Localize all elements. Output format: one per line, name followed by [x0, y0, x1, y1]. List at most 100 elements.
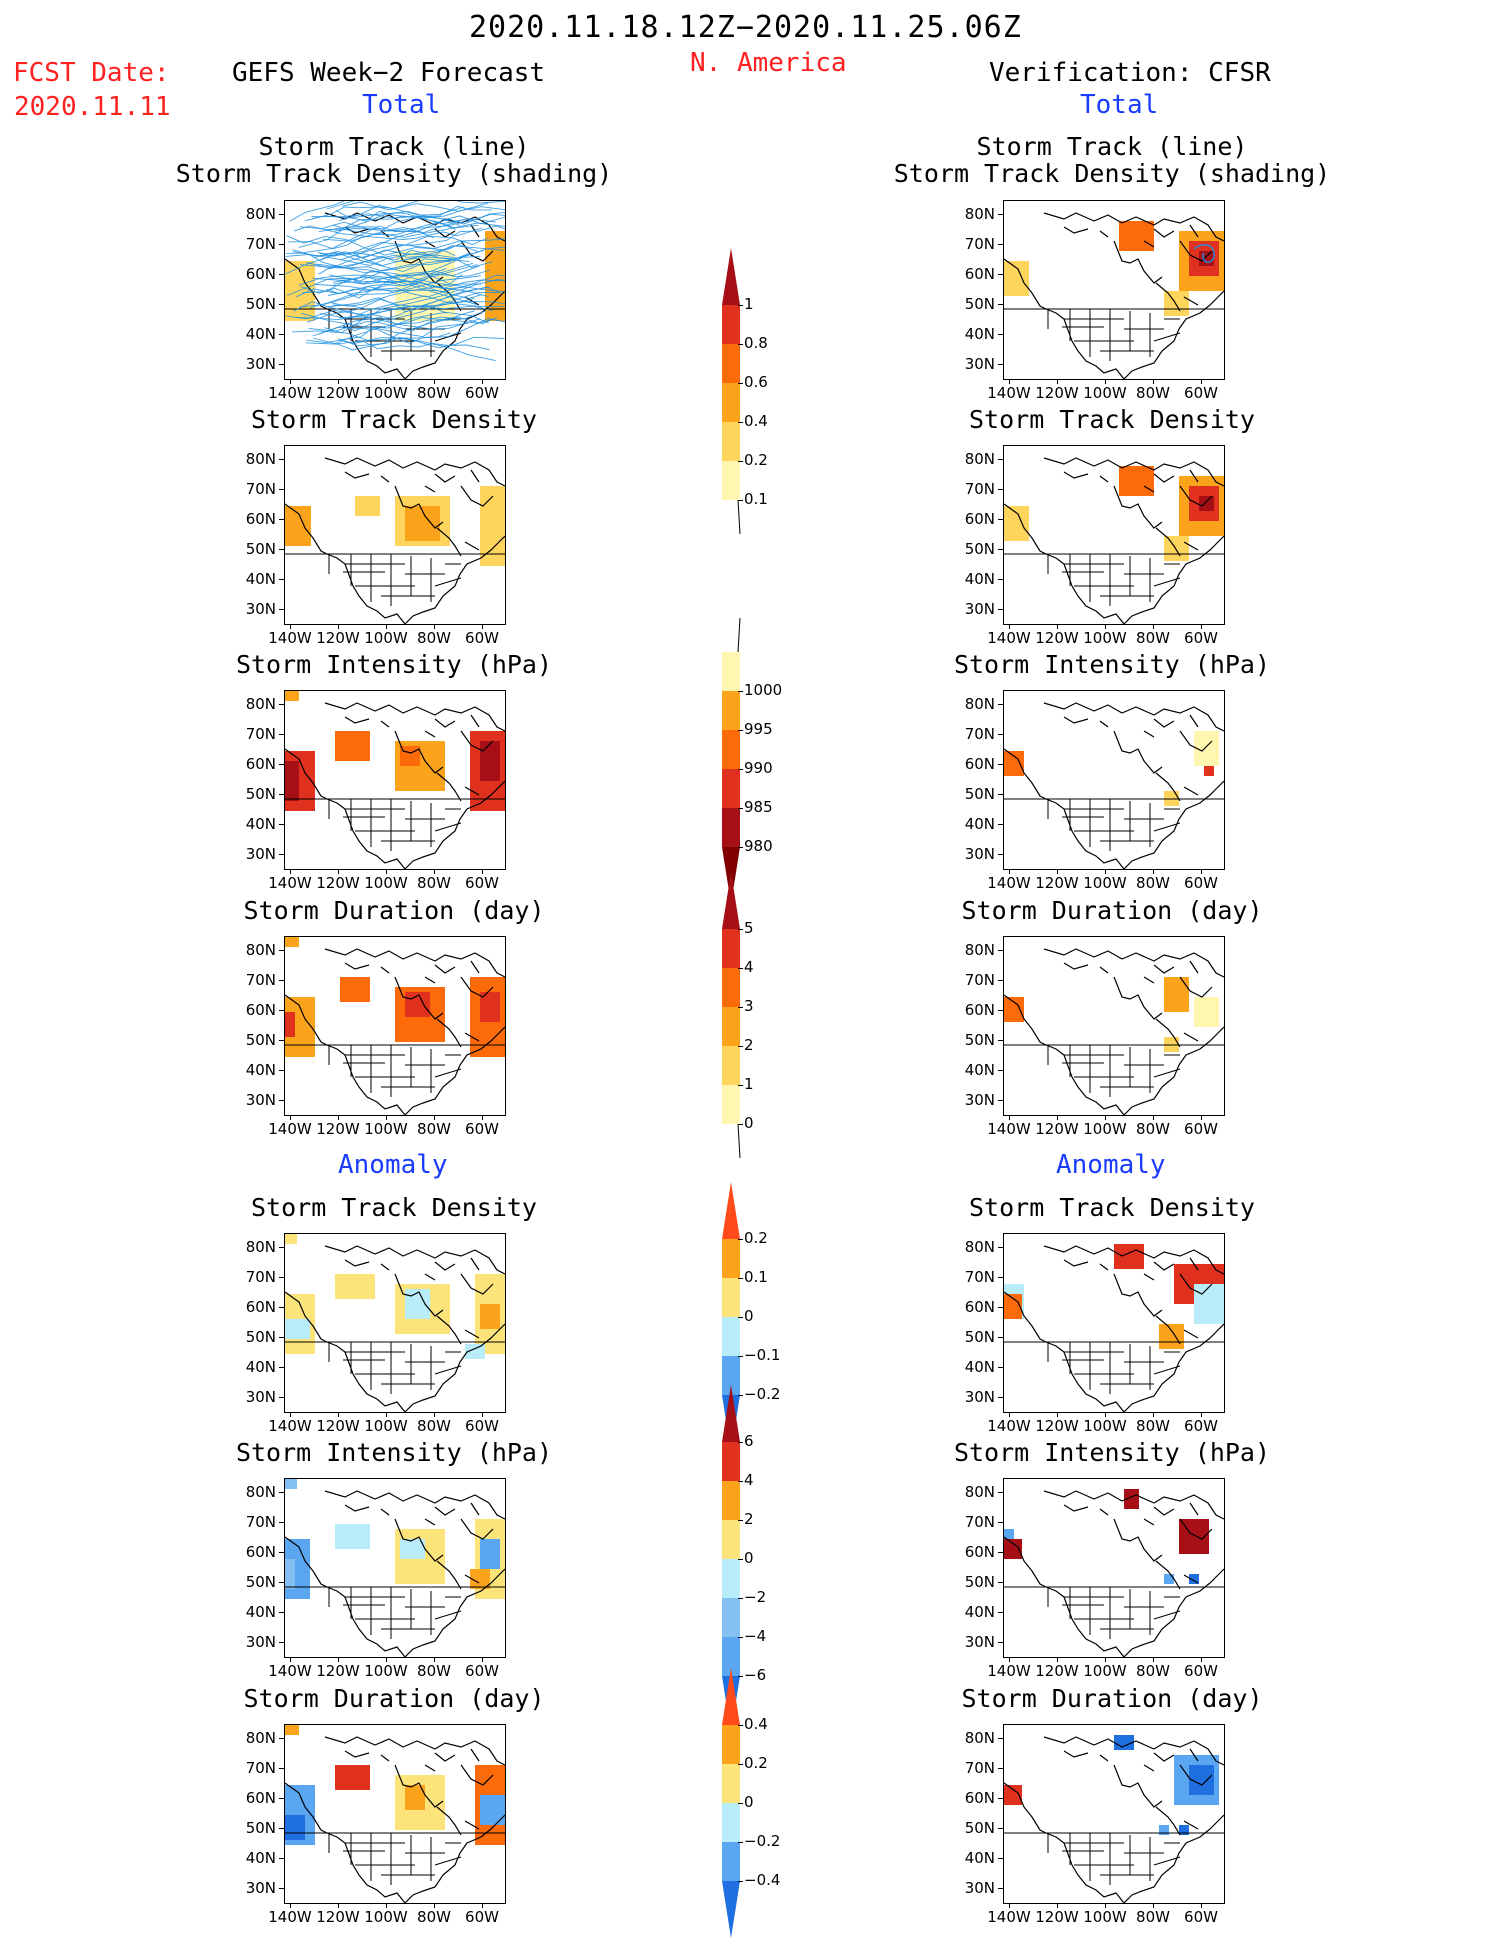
lon-label: 120W: [316, 1417, 360, 1435]
lat-label: 70N: [964, 480, 995, 498]
fcst-date-value: 2020.11.11: [14, 92, 171, 122]
shading-cell: [405, 1289, 430, 1319]
shading-cell: [335, 1524, 370, 1549]
shading-cell: [335, 1765, 370, 1790]
lat-tick: [998, 1040, 1003, 1041]
lat-tick: [998, 274, 1003, 275]
lon-label: 60W: [465, 874, 499, 892]
right-total-label: Total: [1080, 90, 1159, 120]
lat-label: 50N: [245, 1328, 276, 1346]
shading-cell: [1004, 997, 1024, 1022]
lon-tick: [1057, 1657, 1058, 1662]
colorbar-tick: [738, 1676, 743, 1677]
shading-cell: [1164, 977, 1189, 1012]
shading-cell: [1164, 1574, 1174, 1584]
lat-tick: [279, 244, 284, 245]
lon-tick: [1153, 379, 1154, 384]
map-panel-cfsr-anom-density: [1003, 1233, 1225, 1413]
lon-tick: [338, 1657, 339, 1662]
shading-cell: [285, 1559, 295, 1589]
lat-label: 30N: [245, 1091, 276, 1109]
shading-cell: [355, 496, 380, 516]
lon-tick: [1057, 1412, 1058, 1417]
lon-label: 60W: [1184, 384, 1218, 402]
shading-cell: [1004, 751, 1024, 776]
lon-tick: [290, 1657, 291, 1662]
lat-label: 60N: [964, 755, 995, 773]
shading-cell: [1159, 1825, 1169, 1835]
shading-cell: [1164, 291, 1189, 316]
lon-label: 120W: [316, 1908, 360, 1926]
lon-tick: [1009, 1657, 1010, 1662]
colorbar-tick: [738, 500, 743, 501]
lat-tick: [279, 854, 284, 855]
shading-cell: [1164, 536, 1189, 561]
lat-tick: [279, 304, 284, 305]
colorbar-label: 4: [744, 958, 754, 976]
lat-tick: [998, 1768, 1003, 1769]
lon-label: 80W: [1136, 1908, 1170, 1926]
lon-label: 100W: [364, 384, 408, 402]
shading-cell: [480, 486, 505, 566]
shading-cell: [1179, 1825, 1189, 1835]
panel-title-density-cfsr: Storm Track Density: [969, 405, 1255, 434]
shading-cell: [480, 1304, 500, 1329]
lat-tick: [998, 704, 1003, 705]
lat-label: 40N: [964, 1603, 995, 1621]
lon-label: 100W: [364, 1908, 408, 1926]
lat-tick: [279, 214, 284, 215]
lat-label: 80N: [245, 695, 276, 713]
colorbar-label: 1: [744, 1075, 754, 1093]
lon-tick: [482, 379, 483, 384]
lat-tick: [998, 579, 1003, 580]
lat-tick: [998, 1397, 1003, 1398]
lat-label: 40N: [964, 1358, 995, 1376]
lon-label: 100W: [1083, 384, 1127, 402]
lat-label: 60N: [245, 1298, 276, 1316]
map-panel-cfsr-anom-intensity: [1003, 1478, 1225, 1658]
lon-tick: [1153, 624, 1154, 629]
lon-tick: [1105, 1657, 1106, 1662]
lat-label: 60N: [245, 1789, 276, 1807]
lat-label: 40N: [964, 325, 995, 343]
shading-cell: [480, 741, 500, 781]
lat-label: 70N: [245, 971, 276, 989]
shading-cell: [340, 977, 370, 1002]
lat-label: 40N: [964, 815, 995, 833]
panel-title-anom-intensity: Storm Intensity (hPa): [235, 1438, 553, 1467]
lon-tick: [1201, 1657, 1202, 1662]
colorbar-label: −6: [744, 1666, 767, 1684]
right-column-title: Verification: CFSR: [989, 58, 1271, 88]
lat-label: 70N: [245, 1759, 276, 1777]
lat-tick: [998, 244, 1003, 245]
lon-label: 120W: [1035, 874, 1079, 892]
lon-tick: [434, 1903, 435, 1908]
lon-tick: [1057, 869, 1058, 874]
lon-tick: [1201, 624, 1202, 629]
lon-label: 80W: [417, 384, 451, 402]
colorbar-anom_intensity: [722, 1385, 740, 1733]
shading-cell: [1114, 1735, 1134, 1750]
lon-tick: [1057, 624, 1058, 629]
lat-label: 80N: [964, 941, 995, 959]
lat-tick: [279, 764, 284, 765]
lon-label: 60W: [465, 1662, 499, 1680]
lon-label: 60W: [1184, 1120, 1218, 1138]
lat-label: 80N: [964, 1238, 995, 1256]
colorbar-tick: [738, 691, 743, 692]
lon-tick: [338, 1115, 339, 1120]
lon-tick: [1201, 869, 1202, 874]
shading-cell: [285, 761, 299, 801]
lat-tick: [279, 364, 284, 365]
lat-label: 70N: [245, 1513, 276, 1531]
lat-label: 40N: [245, 815, 276, 833]
lon-tick: [290, 379, 291, 384]
colorbar-label: 0.2: [744, 451, 768, 469]
lon-label: 60W: [465, 629, 499, 647]
lat-label: 50N: [245, 295, 276, 313]
map-panel-cfsr-anom-duration: [1003, 1724, 1225, 1904]
shading-cell: [285, 691, 299, 701]
period-title: 2020.11.18.12Z−2020.11.25.06Z: [469, 10, 1022, 45]
lon-tick: [290, 869, 291, 874]
shading-cell: [1194, 997, 1219, 1027]
